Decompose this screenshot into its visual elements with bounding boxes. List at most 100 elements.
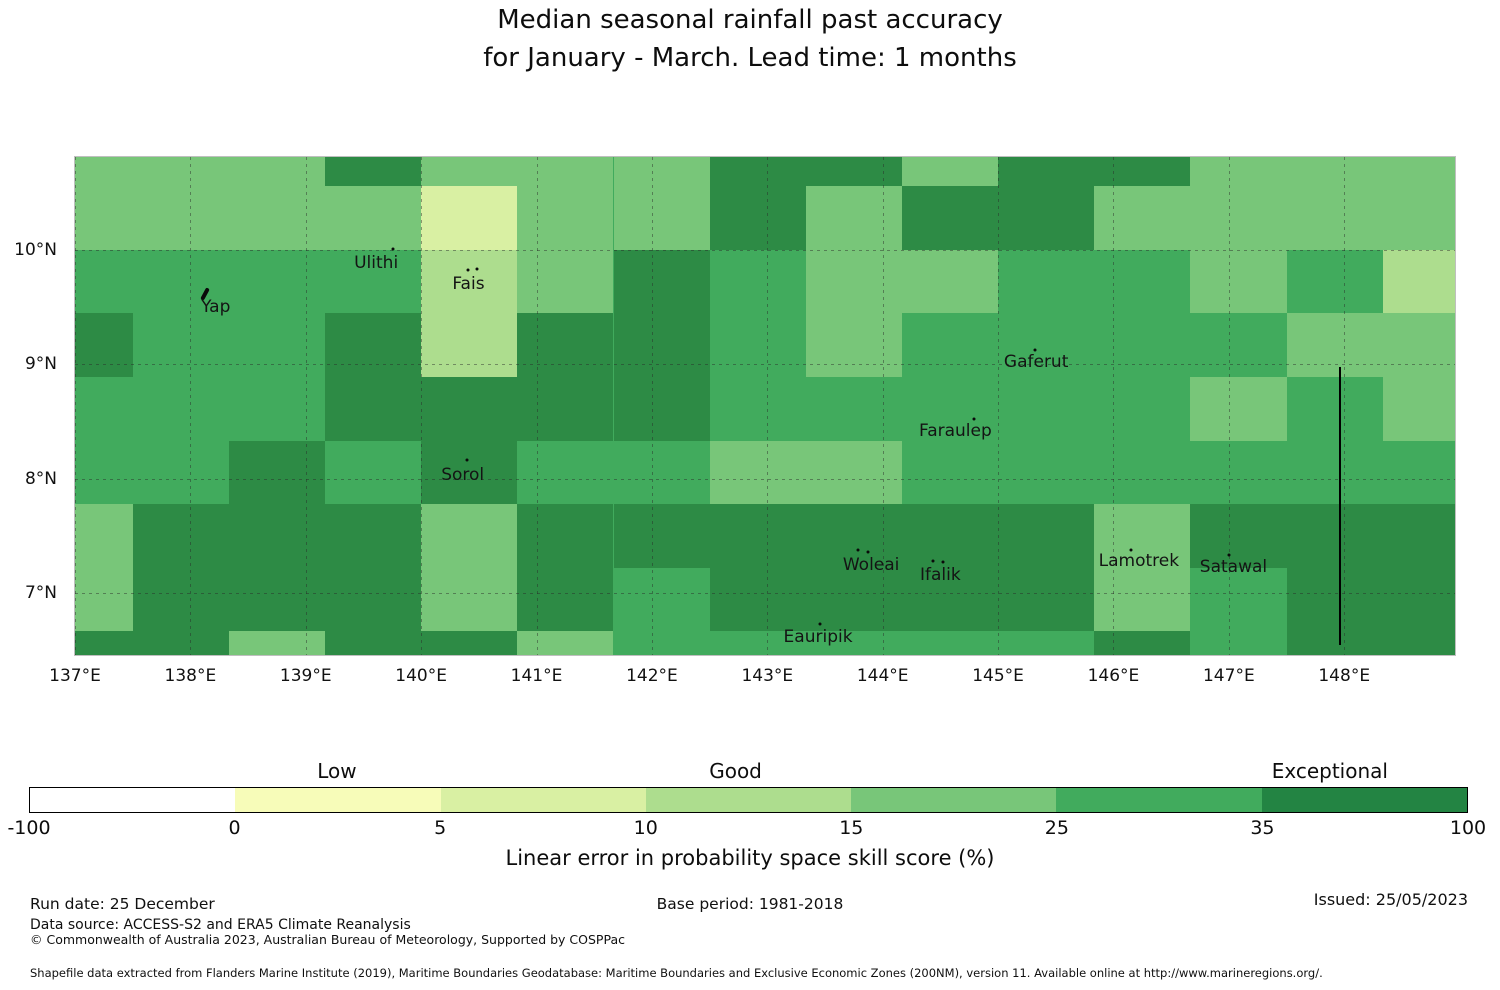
footer-shapefile-note: Shapefile data extracted from Flanders M… [30,966,1323,980]
graticule-meridian [1113,157,1115,655]
skill-cell [132,186,229,250]
skill-cell [1286,186,1383,250]
skill-cell [998,376,1095,441]
skill-cell [1094,440,1191,505]
skill-cell [132,376,229,441]
skill-cell [75,504,133,568]
skill-cell [998,631,1095,655]
skill-cell [421,504,518,568]
skill-cell [517,313,614,377]
skill-cell [325,567,422,632]
skill-cell [1382,186,1455,250]
skill-cell [228,376,326,441]
island-marker [972,417,976,421]
island-label: Faraulep [918,420,992,441]
footer-data-source: Data source: ACCESS-S2 and ERA5 Climate … [30,917,411,933]
skill-cell [517,157,614,187]
x-axis-tick-label: 141°E [510,666,563,686]
graticule-meridian [190,157,192,655]
skill-cell [613,631,710,655]
graticule-parallel [75,478,1455,480]
skill-cell [709,186,806,250]
island-label: Ulithi [354,253,399,274]
skill-cell [709,376,806,441]
footer-base-period: Base period: 1981-2018 [656,895,844,913]
skill-cell [421,567,518,632]
skill-cell [1382,440,1455,505]
island-marker [391,247,395,251]
skill-cell [1094,249,1191,314]
graticule-meridian [1344,157,1346,655]
x-axis-tick-label: 143°E [741,666,794,686]
skill-cell [132,157,229,187]
skill-cell [709,440,806,505]
skill-cell [805,376,902,441]
island-marker [941,560,945,564]
x-axis-tick-label: 146°E [1087,666,1140,686]
skill-cell [75,631,133,655]
skill-cell [901,313,999,377]
skill-cell [613,249,710,314]
skill-cell [805,504,902,568]
skill-cell [805,249,902,314]
colorbar-quality-label: Exceptional [1271,759,1388,783]
x-axis-tick-label: 137°E [49,666,101,686]
skill-cell [517,567,614,632]
graticule-meridian [882,157,884,655]
graticule-parallel [75,593,1455,595]
skill-cell [421,440,518,505]
skill-cell [325,376,422,441]
skill-cell [228,186,326,250]
footer-copyright: © Commonwealth of Australia 2023, Austra… [30,932,625,947]
colorbar-segment [1261,788,1467,812]
skill-cell [1286,504,1383,568]
colorbar-tick-label: 0 [228,817,241,839]
skill-cell [1094,376,1191,441]
skill-cell [228,313,326,377]
skill-cell [805,186,902,250]
skill-cell [1286,249,1383,314]
skill-cell [901,567,999,632]
x-axis-tick-label: 148°E [1318,666,1371,686]
x-axis-tick-label: 144°E [856,666,909,686]
skill-cell [1382,249,1455,314]
skill-cell [1190,313,1287,377]
island-marker [931,559,935,563]
skill-cell [132,313,229,377]
skill-cell [325,504,422,568]
skill-cell [998,313,1095,377]
skill-cell [421,376,518,441]
skill-cell [325,249,422,314]
island-marker [465,458,469,462]
skill-cell [709,249,806,314]
island-label: Yap [201,296,231,317]
skill-cell [998,567,1095,632]
skill-cell [325,157,422,187]
colorbar-tick-label: 100 [1449,817,1487,839]
skill-cell [998,157,1095,187]
skill-cell [901,157,999,187]
colorbar-segment [440,788,646,812]
skill-cell [1190,186,1287,250]
skill-cell [75,249,133,314]
skill-cell [421,313,518,377]
skill-cell [132,504,229,568]
skill-cell [517,631,614,655]
chart-title-line1: Median seasonal rainfall past accuracy [497,5,1003,35]
colorbar-segment [645,788,852,812]
colorbar-segment [235,788,441,812]
skill-cell [1286,567,1383,632]
skill-cell [132,631,229,655]
skill-cell [517,440,614,505]
x-axis-tick-label: 147°E [1202,666,1255,686]
skill-cell [901,440,999,505]
island-label: Gaferut [1003,351,1069,372]
island-label: Sorol [441,465,485,486]
skill-cell [421,631,518,655]
skill-cell [228,631,326,655]
skill-cell [517,376,614,441]
map-area: Yap Ulithi Fais Sorol Gaferut Faraulep Woleai I… [74,156,1456,656]
skill-cell [998,249,1095,314]
skill-cell [1382,313,1455,377]
